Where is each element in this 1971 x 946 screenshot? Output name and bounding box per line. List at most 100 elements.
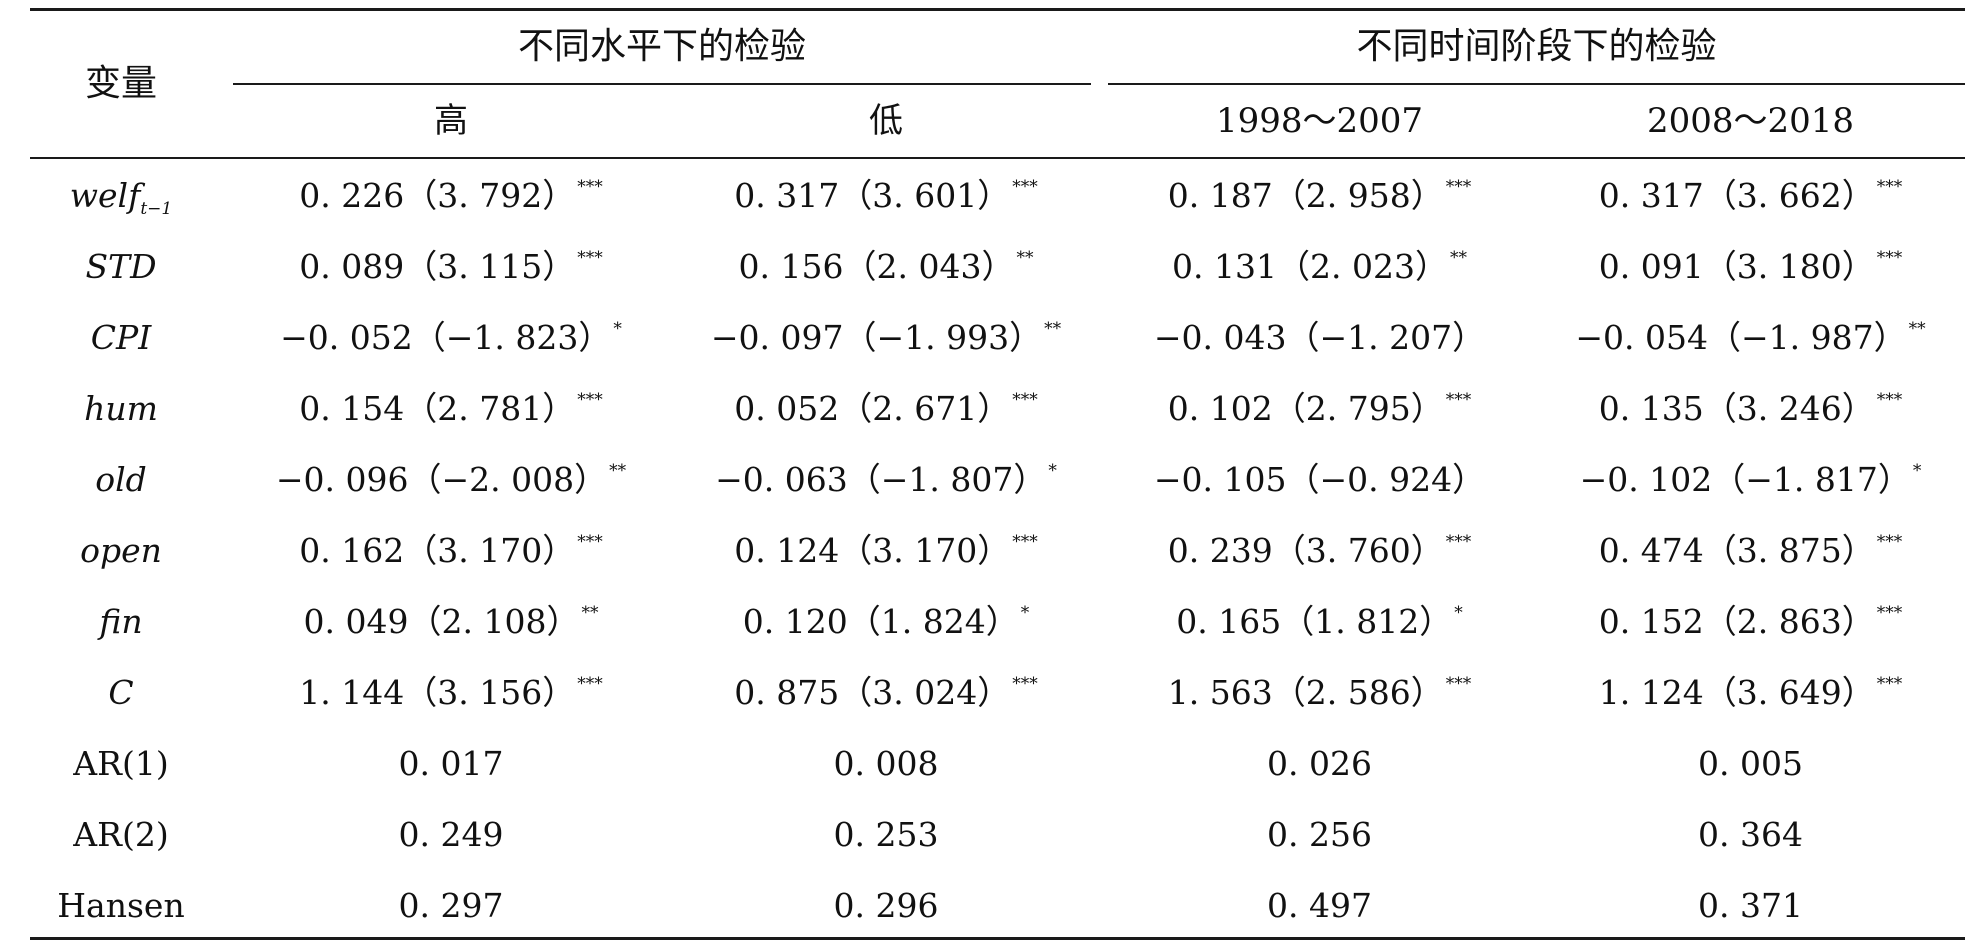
t-statistic: （3. 246） (1703, 389, 1875, 428)
table-cell: 0. 135（3. 246） *** (1536, 389, 1965, 428)
stat-value: 0. 497 (1267, 886, 1372, 925)
t-statistic: （2. 795） (1272, 389, 1444, 428)
significance-stars: ** (609, 461, 627, 481)
significance-stars: * (1048, 461, 1057, 481)
t-statistic: （−1. 987） (1708, 318, 1907, 357)
t-statistic: （2. 108） (408, 602, 580, 641)
row-label-text: AR(2) (73, 815, 169, 854)
table-cell: 0. 317（3. 662） *** (1536, 176, 1965, 215)
stat-value: 0. 008 (833, 744, 939, 783)
table-cell: 0. 089（3. 115） *** (233, 250, 669, 284)
table-cell: 0. 162（3. 170） *** (233, 534, 669, 568)
table-cell: 0. 091（3. 180） *** (1536, 247, 1965, 286)
table-cell: 0. 297 (233, 889, 669, 922)
significance-stars: *** (1876, 390, 1903, 410)
t-statistic: （1. 812） (1281, 602, 1453, 641)
t-statistic: （−1. 993） (843, 318, 1043, 357)
table-cell: 0. 187（2. 958） *** (1103, 176, 1536, 215)
row-label: hum (30, 392, 212, 425)
coefficient: −0. 043 (1153, 318, 1287, 357)
table-cell: 0. 371 (1536, 889, 1965, 922)
t-statistic: （−2. 008） (408, 460, 608, 499)
table-cell: 0. 049（2. 108） ** (233, 602, 669, 641)
table-cell: −0. 063（−1. 807） * (669, 460, 1103, 499)
coefficient: 1. 563 (1167, 673, 1273, 712)
table-cell: −0. 105（−0. 924） (1103, 463, 1536, 496)
row-label: AR(2) (30, 818, 212, 851)
table-cell: 0. 253 (669, 818, 1103, 851)
coefficient: −0. 097 (710, 318, 844, 357)
t-statistic: （2. 958） (1272, 176, 1444, 215)
significance-stars: *** (1012, 390, 1038, 410)
column-header: 高 (434, 101, 468, 141)
coefficient: 0. 152 (1598, 602, 1704, 641)
row-label: fin (30, 605, 212, 638)
table-cell: 0. 256 (1103, 818, 1536, 851)
coefficient: 0. 875 (734, 673, 840, 712)
significance-stars: ** (1449, 248, 1467, 268)
row-label-subscript: t−1 (140, 199, 173, 219)
table-cell: 0. 005 (1536, 747, 1965, 780)
coefficient: 0. 317 (734, 176, 840, 215)
table-cell: 0. 317（3. 601） *** (669, 176, 1103, 215)
stat-value: 0. 296 (833, 886, 939, 925)
coefficient: 0. 052 (734, 389, 840, 428)
significance-stars: ** (581, 603, 599, 623)
coefficient: 0. 226 (299, 176, 405, 215)
significance-stars: *** (577, 177, 603, 197)
stat-value: 0. 364 (1698, 815, 1803, 854)
coefficient: 0. 091 (1598, 247, 1704, 286)
stat-value: 0. 253 (833, 815, 939, 854)
t-statistic: （3. 601） (839, 176, 1011, 215)
row-label: AR(1) (30, 747, 212, 780)
table-cell: 0. 008 (669, 747, 1103, 780)
row-label-text: STD (85, 247, 157, 286)
table-cell: 1. 144（3. 156） *** (233, 676, 669, 710)
column-header: 2008～2018 (1646, 101, 1855, 141)
coefficient: 0. 187 (1167, 176, 1273, 215)
header-rule (30, 157, 1965, 159)
significance-stars: ** (1044, 319, 1062, 339)
coefficient: 0. 131 (1172, 247, 1277, 286)
t-statistic: （3. 662） (1703, 176, 1875, 215)
significance-stars: ** (1016, 248, 1034, 268)
significance-stars: * (1454, 603, 1463, 623)
t-statistic: （2. 586） (1272, 673, 1444, 712)
table-cell: 0. 165（1. 812） * (1103, 602, 1536, 641)
table-cell: 1. 563（2. 586） *** (1103, 673, 1536, 712)
row-label-text: fin (99, 602, 143, 641)
column-header: 1998～2007 (1215, 101, 1424, 141)
row-label-text: AR(1) (73, 744, 169, 783)
t-statistic: （−0. 924） (1286, 460, 1486, 499)
significance-stars: *** (1445, 532, 1472, 552)
table-cell: −0. 096（−2. 008） ** (233, 460, 669, 499)
t-statistic: （1. 824） (847, 602, 1019, 641)
row-label-text: open (80, 531, 162, 570)
t-statistic: （2. 671） (839, 389, 1011, 428)
significance-stars: *** (1445, 390, 1472, 410)
row-label-text: CPI (90, 318, 152, 357)
coefficient: 0. 124 (734, 531, 840, 570)
coefficient: 0. 135 (1598, 389, 1704, 428)
table-cell: 0. 497 (1103, 889, 1536, 922)
table-cell: 0. 296 (669, 889, 1103, 922)
table-cell: −0. 102（−1. 817） * (1536, 461, 1965, 497)
t-statistic: （2. 863） (1703, 602, 1875, 641)
significance-stars: *** (577, 390, 603, 410)
coefficient: −0. 096 (275, 460, 409, 499)
table-cell: 0. 364 (1536, 818, 1965, 851)
significance-stars: *** (1012, 177, 1038, 197)
significance-stars: * (1912, 461, 1922, 481)
row-label-text: old (95, 460, 147, 499)
coefficient: −0. 052 (280, 318, 413, 357)
row-label-text: C (108, 673, 134, 712)
t-statistic: （2. 023） (1277, 247, 1448, 286)
row-label: welft−1 (30, 179, 212, 218)
coefficient: −0. 063 (715, 460, 848, 499)
top-rule (30, 8, 1965, 11)
coefficient: 0. 474 (1598, 531, 1704, 570)
table-cell: 0. 474（3. 875） *** (1536, 531, 1965, 570)
significance-stars: ** (1908, 319, 1926, 339)
table-cell: 0. 120（1. 824） * (669, 602, 1103, 641)
row-label: CPI (30, 321, 212, 354)
